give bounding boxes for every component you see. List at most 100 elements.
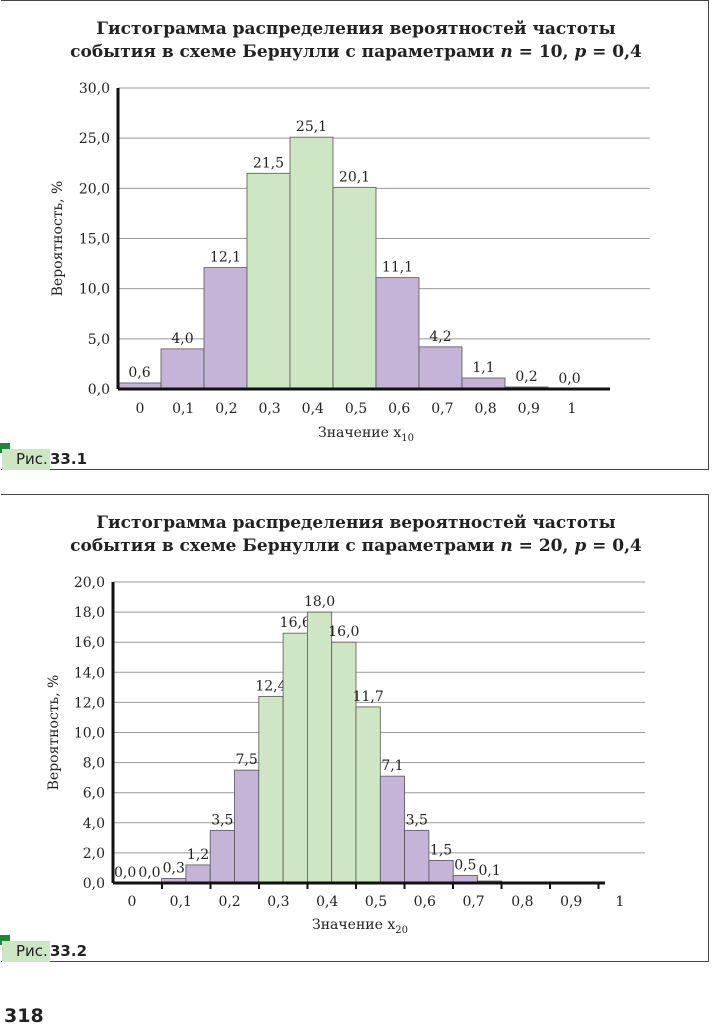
histogram-bar bbox=[375, 277, 420, 390]
chart-title-line2: события в схеме Бернулли с параметрами n… bbox=[0, 535, 712, 558]
x-tick-label: 0,1 bbox=[170, 894, 192, 910]
bar-value-label: 0,2 bbox=[515, 369, 537, 385]
x-tick-label: 0,4 bbox=[316, 894, 338, 910]
bar-value-label: 16,0 bbox=[328, 624, 359, 640]
green-marker-icon bbox=[0, 443, 10, 453]
bar-value-label: 3,5 bbox=[211, 812, 233, 828]
bar-value-label: 0,3 bbox=[163, 860, 185, 876]
bar-value-label: 7,1 bbox=[381, 758, 403, 774]
y-tick-label: 10,0 bbox=[79, 282, 110, 298]
bar-value-label: 0,1 bbox=[479, 863, 501, 879]
bar-value-label: 18,0 bbox=[304, 594, 335, 610]
y-tick-label: 20,0 bbox=[79, 181, 110, 197]
x-tick-label: 0,3 bbox=[258, 401, 280, 417]
x-axis-title: Значение x10 bbox=[318, 425, 414, 444]
n-symbol: n bbox=[500, 42, 513, 62]
p-value: = 0,4 bbox=[586, 42, 642, 62]
y-tick-label: 0,0 bbox=[83, 876, 105, 892]
bar-value-label: 0,0 bbox=[138, 865, 160, 881]
bar-value-label: 21,5 bbox=[253, 155, 284, 171]
x-tick-label: 0,4 bbox=[302, 401, 324, 417]
x-tick-label: 0,7 bbox=[462, 894, 484, 910]
p-symbol: p bbox=[574, 42, 587, 62]
bar-value-label: 16,6 bbox=[280, 615, 311, 631]
page-number: 318 bbox=[4, 1005, 44, 1027]
x-tick-label: 0,5 bbox=[365, 894, 387, 910]
x-tick-label: 0,9 bbox=[560, 894, 582, 910]
bar-value-label: 20,1 bbox=[339, 169, 370, 185]
caption-prefix: Рис. bbox=[2, 941, 50, 962]
y-tick-label: 5,0 bbox=[88, 332, 110, 348]
bar-value-label: 7,5 bbox=[236, 752, 258, 768]
y-axis-title: Вероятность, % bbox=[50, 181, 66, 297]
bar-value-label: 1,1 bbox=[472, 360, 494, 376]
y-tick-label: 4,0 bbox=[83, 816, 105, 832]
bar-value-label: 4,2 bbox=[429, 329, 451, 345]
histogram-bar bbox=[289, 136, 334, 390]
y-axis-title: Вероятность, % bbox=[46, 675, 62, 791]
histogram-bar bbox=[160, 348, 205, 390]
x-tick-label: 0 bbox=[128, 894, 137, 910]
histogram-bar bbox=[203, 267, 248, 390]
x-tick-label: 0,6 bbox=[414, 894, 436, 910]
bar-value-label: 12,4 bbox=[255, 678, 286, 694]
histogram-bar bbox=[258, 695, 284, 884]
bar-value-label: 12,1 bbox=[210, 250, 241, 266]
p-symbol: p bbox=[574, 536, 587, 556]
bar-value-label: 0,5 bbox=[454, 857, 476, 873]
x-axis-subscript: 20 bbox=[395, 925, 408, 936]
chart-title-line2: события в схеме Бернулли с параметрами n… bbox=[0, 41, 712, 64]
x-tick-label: 0 bbox=[136, 401, 145, 417]
bar-value-label: 0,0 bbox=[558, 371, 580, 387]
histogram-bar bbox=[461, 377, 506, 390]
histogram-bar bbox=[209, 829, 235, 884]
y-tick-label: 25,0 bbox=[79, 131, 110, 147]
x-tick-label: 0,6 bbox=[388, 401, 410, 417]
histogram-bar bbox=[246, 172, 291, 390]
x-tick-label: 0,7 bbox=[431, 401, 453, 417]
y-tick-label: 10,0 bbox=[74, 726, 105, 742]
bar-value-label: 0,6 bbox=[128, 365, 150, 381]
caption-number: 33.2 bbox=[50, 942, 88, 960]
histogram-bar bbox=[185, 864, 211, 884]
histogram-bar bbox=[332, 186, 377, 390]
x-tick-label: 0,5 bbox=[345, 401, 367, 417]
y-tick-label: 6,0 bbox=[83, 786, 105, 802]
figure-33-2-frame bbox=[1, 494, 709, 962]
x-axis-subscript: 10 bbox=[401, 433, 414, 444]
n-value: = 10, bbox=[512, 42, 575, 62]
p-value: = 0,4 bbox=[586, 536, 642, 556]
y-tick-label: 18,0 bbox=[74, 605, 105, 621]
x-tick-label: 0,2 bbox=[218, 894, 240, 910]
histogram-bar bbox=[355, 706, 381, 884]
chart-title-line1: Гистограмма распределения вероятностей ч… bbox=[96, 513, 616, 533]
bar-value-label: 4,0 bbox=[171, 331, 193, 347]
title-prefix: события в схеме Бернулли с параметрами bbox=[70, 536, 501, 556]
x-tick-label: 1 bbox=[616, 894, 625, 910]
y-tick-label: 2,0 bbox=[83, 846, 105, 862]
histogram-bar bbox=[306, 611, 333, 884]
histogram-bar bbox=[234, 769, 260, 884]
chart-title-line1: Гистограмма распределения вероятностей ч… bbox=[96, 19, 616, 39]
x-tick-label: 1 bbox=[568, 401, 577, 417]
histogram-bar bbox=[282, 632, 308, 884]
caption-prefix: Рис. bbox=[2, 449, 50, 470]
x-tick-label: 0,9 bbox=[518, 401, 540, 417]
bar-value-label: 1,2 bbox=[187, 847, 209, 863]
x-tick-label: 0,8 bbox=[511, 894, 533, 910]
y-tick-label: 0,0 bbox=[88, 382, 110, 398]
y-tick-label: 8,0 bbox=[83, 756, 105, 772]
chart-title-2: Гистограмма распределения вероятностей ч… bbox=[0, 512, 712, 558]
histogram-bar bbox=[331, 641, 357, 884]
chart-title-1: Гистограмма распределения вероятностей ч… bbox=[0, 18, 712, 64]
histogram-bar bbox=[404, 829, 430, 884]
green-marker-icon bbox=[0, 935, 10, 945]
n-value: = 20, bbox=[512, 536, 575, 556]
bar-value-label: 1,5 bbox=[430, 842, 452, 858]
figure-33-1-frame bbox=[1, 0, 709, 470]
histogram-bar bbox=[418, 346, 463, 390]
y-tick-label: 16,0 bbox=[74, 635, 105, 651]
title-prefix: события в схеме Бернулли с параметрами bbox=[70, 42, 501, 62]
histogram-bar bbox=[428, 860, 454, 884]
bar-value-label: 25,1 bbox=[296, 119, 327, 135]
